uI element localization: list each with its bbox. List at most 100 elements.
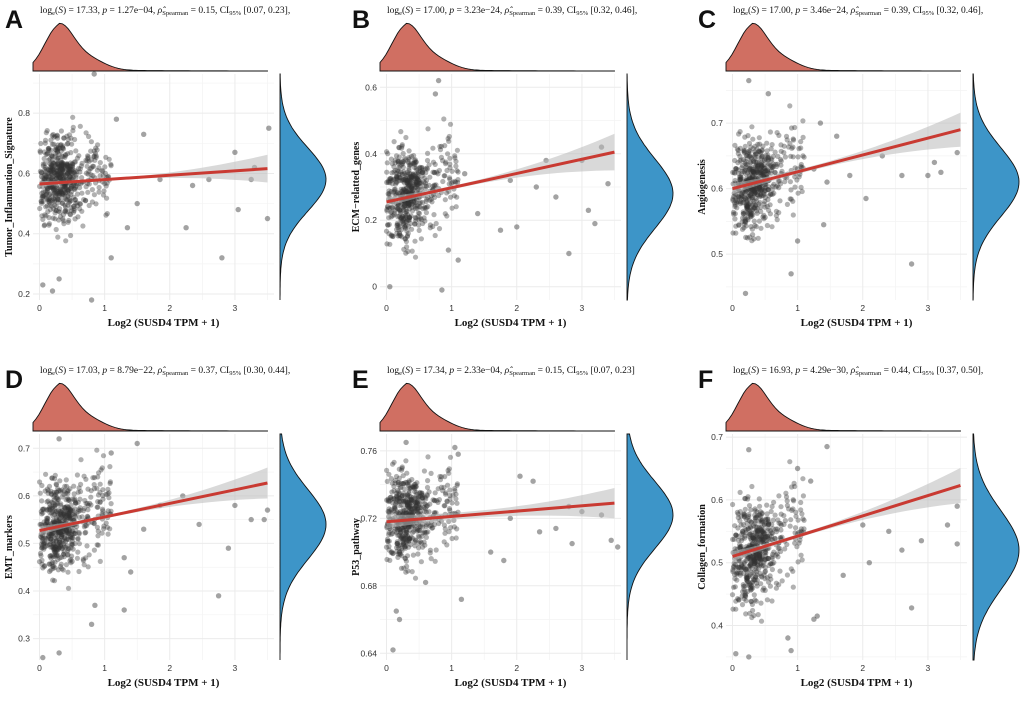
data-point — [61, 528, 67, 534]
data-point — [748, 191, 754, 197]
data-point — [788, 187, 794, 193]
data-point — [396, 222, 402, 228]
data-point — [410, 187, 416, 193]
data-point — [744, 575, 751, 581]
data-point — [404, 534, 411, 540]
data-point — [449, 535, 455, 542]
data-point — [737, 572, 743, 578]
data-point — [423, 205, 429, 211]
data-point — [60, 161, 66, 168]
data-point — [397, 210, 403, 216]
data-point — [743, 530, 749, 536]
data-point — [56, 163, 63, 170]
data-point — [391, 488, 397, 494]
data-point — [58, 170, 65, 176]
y-tick-label: 0 — [372, 282, 377, 292]
data-point — [397, 495, 403, 501]
data-point — [430, 183, 436, 189]
data-point — [43, 174, 49, 180]
data-point — [428, 522, 434, 529]
data-point — [53, 207, 59, 213]
data-point — [386, 547, 392, 553]
data-point — [57, 174, 63, 180]
data-point — [419, 165, 425, 171]
data-point — [68, 205, 74, 211]
data-point — [758, 164, 764, 170]
data-point — [404, 172, 410, 178]
data-point — [423, 524, 429, 530]
data-point — [403, 188, 410, 194]
data-point — [63, 238, 69, 244]
data-point — [44, 189, 50, 195]
data-point — [450, 492, 456, 498]
data-point — [52, 552, 58, 558]
data-point — [66, 174, 73, 180]
data-point — [416, 534, 423, 540]
data-point — [64, 535, 70, 542]
data-point — [751, 159, 757, 165]
data-point — [71, 170, 78, 176]
data-point — [737, 174, 743, 180]
data-point — [55, 567, 62, 573]
data-point — [409, 476, 415, 483]
data-point — [391, 169, 397, 175]
data-point — [63, 185, 69, 191]
data-point — [65, 188, 71, 194]
data-point — [745, 151, 751, 157]
data-point — [58, 508, 64, 514]
data-point — [98, 467, 104, 473]
data-point — [748, 155, 754, 161]
data-point — [742, 148, 748, 154]
data-point — [430, 497, 436, 503]
data-point — [386, 538, 392, 544]
data-point — [46, 167, 52, 173]
data-point — [409, 175, 415, 181]
data-point — [412, 221, 418, 227]
data-point — [417, 489, 423, 496]
data-point — [121, 607, 127, 613]
data-point — [396, 161, 402, 167]
data-point — [53, 187, 59, 194]
data-point — [83, 184, 89, 190]
data-point — [40, 539, 46, 545]
data-point — [751, 535, 757, 541]
data-point — [59, 494, 65, 500]
data-point — [63, 562, 69, 568]
data-point — [737, 177, 743, 183]
data-point — [747, 208, 753, 214]
data-point — [70, 530, 76, 537]
data-point — [742, 218, 749, 225]
data-point — [84, 158, 90, 164]
data-point — [739, 561, 745, 567]
data-point — [53, 517, 60, 523]
data-point — [54, 175, 60, 181]
data-point — [388, 233, 394, 239]
data-point — [501, 557, 507, 564]
data-point — [394, 189, 400, 195]
data-point — [454, 526, 460, 532]
data-point — [72, 500, 79, 506]
data-point — [71, 209, 77, 215]
data-point — [741, 194, 747, 200]
data-point — [408, 498, 414, 504]
data-point — [399, 493, 405, 499]
data-point — [447, 176, 453, 182]
data-point — [402, 189, 408, 195]
data-point — [423, 509, 429, 515]
data-point — [59, 160, 65, 166]
data-point — [788, 153, 794, 159]
data-point — [60, 167, 66, 173]
data-point — [745, 515, 751, 521]
x-axis-label: Log2 (SUSD4 TPM + 1) — [455, 677, 567, 689]
data-point — [743, 219, 749, 225]
data-point — [733, 223, 739, 229]
data-point — [442, 197, 448, 203]
data-point — [389, 177, 395, 183]
y-marginal-density — [626, 73, 674, 301]
data-point — [72, 197, 78, 203]
data-point — [38, 140, 44, 147]
data-point — [416, 217, 422, 223]
data-point — [752, 597, 758, 603]
data-point — [56, 174, 62, 181]
data-point — [100, 496, 106, 502]
